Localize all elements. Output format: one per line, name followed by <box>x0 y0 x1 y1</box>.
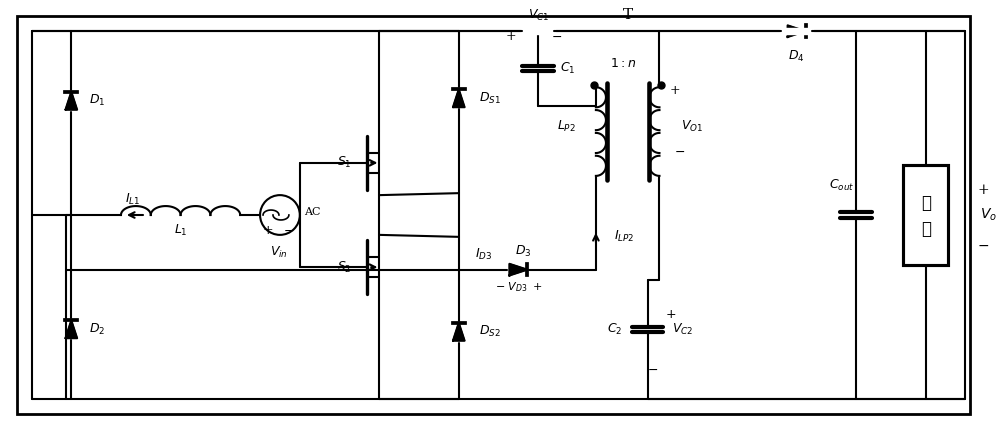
Text: $L_{P2}$: $L_{P2}$ <box>557 119 576 134</box>
FancyBboxPatch shape <box>903 165 948 265</box>
Text: $D_{S2}$: $D_{S2}$ <box>479 324 500 339</box>
Text: $-$: $-$ <box>647 362 658 375</box>
Polygon shape <box>509 264 527 276</box>
Text: $I_{L1}$: $I_{L1}$ <box>125 191 141 207</box>
Text: $V_{C1}$: $V_{C1}$ <box>528 8 549 23</box>
Text: $V_o$: $V_o$ <box>980 207 997 223</box>
Polygon shape <box>65 92 77 110</box>
Text: T: T <box>623 8 633 22</box>
Polygon shape <box>453 323 465 341</box>
Text: $-$: $-$ <box>551 30 562 43</box>
Text: $I_{D3}$: $I_{D3}$ <box>475 247 492 262</box>
Text: +: + <box>263 224 273 237</box>
Text: $C_2$: $C_2$ <box>607 322 623 337</box>
Text: $D_1$: $D_1$ <box>89 93 106 108</box>
Text: $-\ V_{D3}\ +$: $-\ V_{D3}\ +$ <box>495 281 542 295</box>
Text: $C_{out}$: $C_{out}$ <box>829 178 854 193</box>
Text: $C_1$: $C_1$ <box>560 61 576 76</box>
Text: $V_{O1}$: $V_{O1}$ <box>681 119 704 134</box>
Text: $-$: $-$ <box>674 145 686 158</box>
Polygon shape <box>788 25 806 37</box>
Text: $I_{LP2}$: $I_{LP2}$ <box>614 229 634 244</box>
Text: $S_2$: $S_2$ <box>337 260 351 275</box>
Text: $D_2$: $D_2$ <box>89 322 105 337</box>
Text: $V_{C2}$: $V_{C2}$ <box>672 322 694 337</box>
Text: $L_1$: $L_1$ <box>174 223 187 239</box>
Text: $-$: $-$ <box>977 238 990 252</box>
Text: $-$: $-$ <box>283 224 294 237</box>
Text: +: + <box>977 183 989 197</box>
Polygon shape <box>453 89 465 107</box>
Text: $D_4$: $D_4$ <box>788 49 805 64</box>
Text: +: + <box>505 30 516 43</box>
Text: +: + <box>669 84 680 97</box>
Text: $V_{in}$: $V_{in}$ <box>270 245 288 260</box>
Text: $D_{S1}$: $D_{S1}$ <box>479 91 501 106</box>
Text: $S_1$: $S_1$ <box>337 155 351 170</box>
Text: $1:n$: $1:n$ <box>610 58 636 71</box>
Text: 载: 载 <box>921 221 931 238</box>
Text: AC: AC <box>304 207 320 217</box>
Text: $+$: $+$ <box>665 308 677 321</box>
Text: 负: 负 <box>921 195 931 212</box>
Text: $D_3$: $D_3$ <box>515 244 532 259</box>
Polygon shape <box>65 320 77 338</box>
